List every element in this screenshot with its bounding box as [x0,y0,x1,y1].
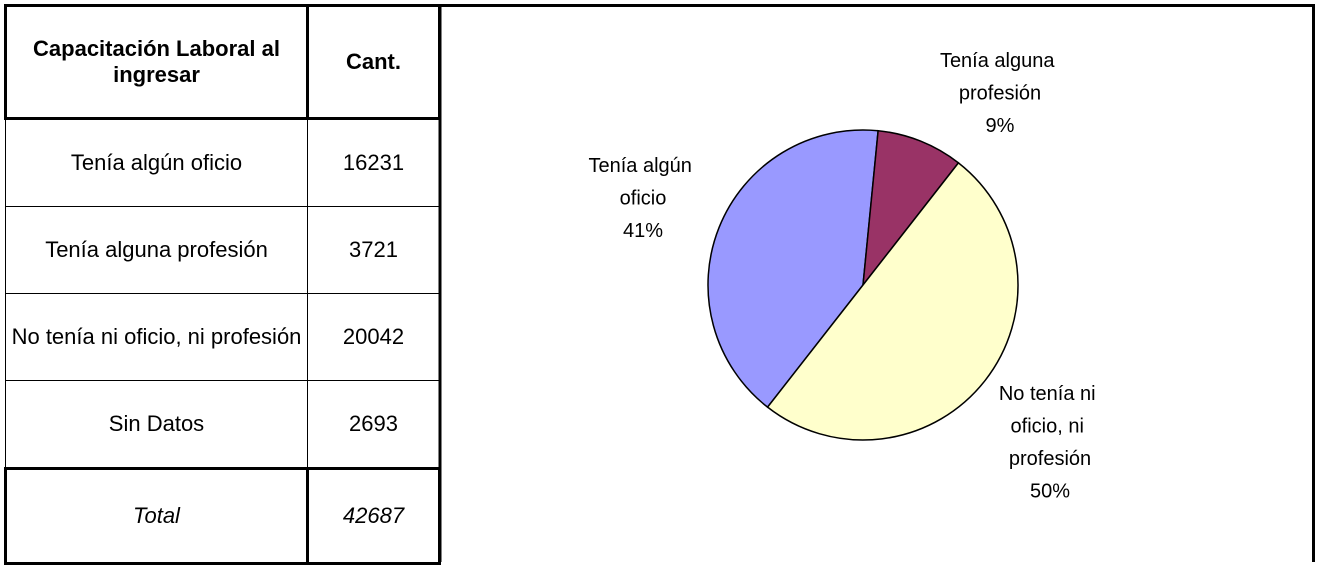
cell: Tenía alguna profesión [5,206,308,294]
pie-slice [862,129,960,288]
data-table: Capacitación Laboral al ingresar Cant. T… [4,4,441,565]
header-row: Capacitación Laboral al ingresar Cant. [4,4,441,120]
total-cell: 42687 [306,467,441,565]
slice-percent: 9% [986,115,1015,137]
pie-slice [766,161,1019,441]
cell: 16231 [307,118,440,207]
cell: 3721 [307,206,440,294]
row: Tenía algún oficio 16231 [5,118,440,207]
cell: Tenía algún oficio [5,118,308,207]
cell: Sin Datos [5,380,308,469]
row: Sin Datos 2693 [5,380,440,469]
cell: No tenía ni oficio, ni profesión [5,293,308,381]
row: No tenía ni oficio, ni profesión 20042 [5,293,440,381]
pie-slice [707,129,879,409]
label-line: Tenía alguna [940,50,1060,72]
cell: 2693 [307,380,440,469]
label-line: oficio, ni [1011,416,1090,438]
slice-label: Tenía alguna profesión [940,50,1060,105]
slice-percent: 41% [623,220,663,242]
row: Tenía alguna profesión 3721 [5,206,440,294]
label-line: profesión [1009,448,1091,470]
header-cell: Capacitación Laboral al ingresar [4,4,309,120]
label-line: oficio [620,188,667,210]
label-line: No tenía ni [999,383,1101,405]
cell: 20042 [307,293,440,381]
label-line: profesión [959,83,1041,105]
total-cell: Total [4,467,309,565]
total-row: Total 42687 [4,467,441,565]
chart-frame [438,4,1315,562]
slice-label: Tenía algún oficio [589,155,698,210]
slice-percent: 50% [1030,481,1070,503]
header-cell: Cant. [306,4,441,120]
slice-label: No tenía ni oficio, ni profesión [999,383,1101,470]
label-line: Tenía algún [589,155,698,177]
